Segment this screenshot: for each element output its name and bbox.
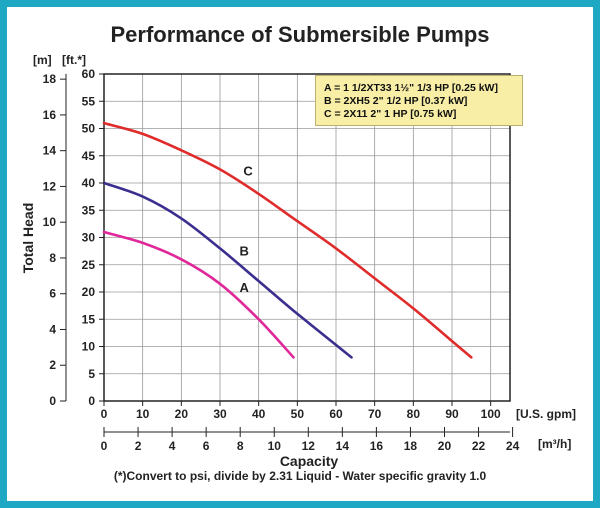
ticks: 0510152025303540455055600246810121416180…: [43, 67, 520, 453]
x-tick-label-gpm: 70: [368, 407, 382, 421]
y-tick-label-m: 0: [49, 394, 56, 408]
y-tick-label-ft: 15: [82, 312, 96, 326]
y-tick-label-ft: 45: [82, 149, 96, 163]
y-tick-label-ft: 40: [82, 176, 96, 190]
curve-label-a: A: [239, 280, 249, 295]
footnote: (*)Convert to psi, divide by 2.31 Liquid…: [113, 469, 487, 483]
y-units-left: [m]: [33, 53, 52, 67]
y-tick-label-ft: 35: [82, 203, 96, 217]
y-tick-label-ft: 0: [88, 394, 95, 408]
x-tick-label-gpm: 80: [407, 407, 421, 421]
y-tick-label-m: 12: [43, 179, 57, 193]
y-tick-label-m: 2: [49, 358, 56, 372]
x-tick-label-m3h: 8: [237, 439, 244, 453]
x-tick-label-m3h: 0: [101, 439, 108, 453]
x-tick-label-m3h: 20: [438, 439, 452, 453]
x-tick-label-m3h: 12: [302, 439, 316, 453]
y-tick-label-m: 8: [49, 251, 56, 265]
curve-label-c: C: [243, 164, 253, 179]
y-tick-label-m: 14: [43, 144, 57, 158]
x-axis-label: Capacity: [280, 453, 339, 469]
y-tick-label-ft: 10: [82, 340, 96, 354]
x-tick-label-m3h: 16: [370, 439, 384, 453]
x-tick-label-gpm: 10: [136, 407, 150, 421]
chart-title: Performance of Submersible Pumps: [110, 22, 490, 47]
y-tick-label-ft: 60: [82, 67, 96, 81]
y-tick-label-ft: 25: [82, 258, 96, 272]
curve-a: [102, 230, 295, 359]
legend-entry-c: C = 2X11 2" 1 HP [0.75 kW]: [324, 108, 457, 120]
y-tick-label-ft: 50: [82, 122, 96, 136]
y-tick-label-m: 10: [43, 215, 57, 229]
curve-c: [102, 121, 473, 359]
y-tick-label-m: 16: [43, 108, 57, 122]
y-tick-label-m: 4: [49, 322, 56, 336]
y-axis-label: Total Head: [20, 203, 36, 274]
x-tick-label-gpm: 50: [291, 407, 305, 421]
x-units-top: [U.S. gpm]: [516, 407, 576, 421]
x-tick-label-m3h: 2: [135, 439, 142, 453]
x-tick-label-gpm: 60: [329, 407, 343, 421]
x-tick-label-m3h: 10: [268, 439, 282, 453]
curve-b: [102, 181, 353, 359]
x-tick-label-m3h: 18: [404, 439, 418, 453]
y-tick-label-ft: 20: [82, 285, 96, 299]
y-tick-label-ft: 55: [82, 94, 96, 108]
x-tick-label-gpm: 20: [175, 407, 189, 421]
legend-box: A = 1 1/2XT33 1½" 1/3 HP [0.25 kW] B = 2…: [315, 75, 523, 126]
y-units-right: [ft.*]: [62, 53, 86, 67]
x-tick-label-gpm: 90: [445, 407, 459, 421]
y-tick-label-ft: 30: [82, 231, 96, 245]
legend-entry-b: B = 2XH5 2" 1/2 HP [0.37 kW]: [324, 95, 468, 107]
x-tick-label-gpm: 30: [213, 407, 227, 421]
x-tick-label-gpm: 40: [252, 407, 266, 421]
x-units-bottom: [m³/h]: [538, 437, 571, 451]
x-tick-label-m3h: 22: [472, 439, 486, 453]
x-tick-label-gpm: 100: [481, 407, 501, 421]
x-tick-label-gpm: 0: [101, 407, 108, 421]
y-tick-label-ft: 5: [88, 367, 95, 381]
legend-entry-a: A = 1 1/2XT33 1½" 1/3 HP [0.25 kW]: [324, 82, 498, 94]
x-tick-label-m3h: 6: [203, 439, 210, 453]
y-tick-label-m: 18: [43, 72, 57, 86]
y-tick-label-m: 6: [49, 287, 56, 301]
curves: A B C: [102, 121, 473, 359]
x-tick-label-m3h: 24: [506, 439, 520, 453]
grid: [104, 74, 510, 401]
curve-label-b: B: [239, 243, 248, 258]
x-tick-label-m3h: 4: [169, 439, 176, 453]
x-tick-label-m3h: 14: [336, 439, 350, 453]
